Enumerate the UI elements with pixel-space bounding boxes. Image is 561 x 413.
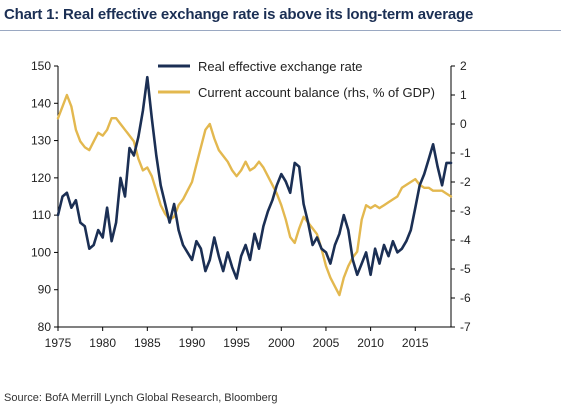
left-tick-label: 80 (38, 320, 52, 334)
x-tick-label: 1985 (134, 336, 161, 350)
series-layer (56, 75, 453, 297)
legend-label: Current account balance (rhs, % of GDP) (198, 85, 435, 100)
legend-item-current-account-balance: Current account balance (rhs, % of GDP) (158, 85, 435, 100)
title-divider (0, 30, 561, 31)
right-tick-label: -1 (460, 146, 471, 160)
right-tick-label: -7 (460, 320, 471, 334)
right-tick-label: -4 (460, 233, 471, 247)
x-tick-label: 2010 (357, 336, 384, 350)
right-tick-label: -5 (460, 262, 471, 276)
left-tick-label: 120 (31, 171, 51, 185)
series-line-real-effective-exchange-rate (56, 75, 453, 280)
axes: 80 90 100 110 120 130 140 150 -7 -6 -5 -4 -3 -2 -1 0 1 2 1… (31, 59, 471, 350)
x-tick-label: 2015 (402, 336, 429, 350)
right-tick-label: 0 (460, 117, 467, 131)
x-tick-label: 1990 (179, 336, 206, 350)
x-tick-label: 2000 (268, 336, 295, 350)
left-tick-label: 140 (31, 96, 51, 110)
right-tick-label: 2 (460, 59, 467, 73)
x-tick-label: 1975 (45, 336, 72, 350)
x-tick-label: 1995 (223, 336, 250, 350)
left-tick-label: 100 (31, 245, 51, 259)
left-tick-label: 90 (38, 283, 52, 297)
source-note: Source: BofA Merrill Lynch Global Resear… (4, 392, 278, 404)
left-tick-label: 150 (31, 59, 51, 73)
left-tick-label: 110 (32, 208, 51, 222)
x-tick-label: 2005 (313, 336, 340, 350)
left-tick-label: 130 (31, 134, 51, 148)
chart-title: Chart 1: Real effective exchange rate is… (4, 6, 474, 23)
x-tick-label: 1980 (89, 336, 116, 350)
legend-item-real-effective-exchange-rate: Real effective exchange rate (158, 59, 363, 74)
right-tick-label: -3 (460, 204, 471, 218)
legend-label: Real effective exchange rate (198, 59, 363, 74)
legend: Real effective exchange rate Current acco… (158, 59, 435, 100)
right-tick-label: -2 (460, 175, 471, 189)
right-tick-label: -6 (460, 291, 471, 305)
series-line-current-account-balance (56, 93, 453, 297)
right-tick-label: 1 (460, 88, 467, 102)
